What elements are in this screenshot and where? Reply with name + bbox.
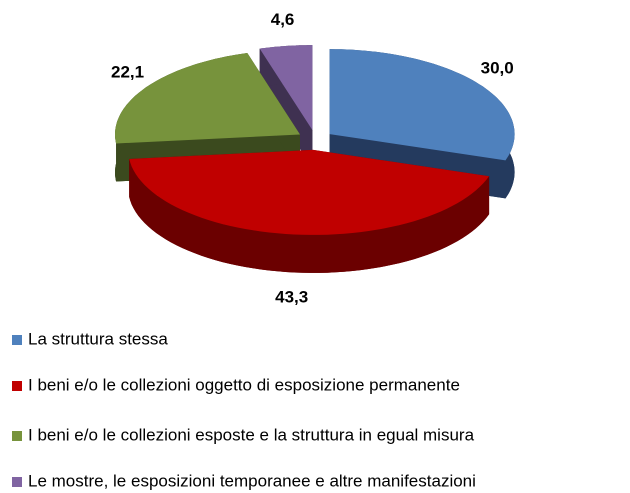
legend-swatch — [12, 477, 22, 487]
slice-top — [129, 149, 490, 235]
value-label: 43,3 — [275, 287, 308, 306]
legend-label: La struttura stessa — [28, 329, 168, 348]
legend-swatch — [12, 335, 22, 345]
value-label: 22,1 — [111, 63, 144, 82]
slice-top — [329, 49, 515, 161]
slice-side — [129, 159, 490, 273]
slice-top — [259, 45, 313, 131]
legend-swatch — [12, 381, 22, 391]
legend-swatch — [12, 431, 22, 441]
legend-label: Le mostre, le esposizioni temporanee e a… — [28, 471, 476, 490]
value-label: 4,6 — [271, 10, 295, 29]
value-label: 30,0 — [481, 59, 514, 78]
slice-top — [115, 53, 300, 144]
legend-label: I beni e/o le collezioni esposte e la st… — [28, 425, 475, 444]
legend-label: I beni e/o le collezioni oggetto di espo… — [28, 375, 460, 394]
